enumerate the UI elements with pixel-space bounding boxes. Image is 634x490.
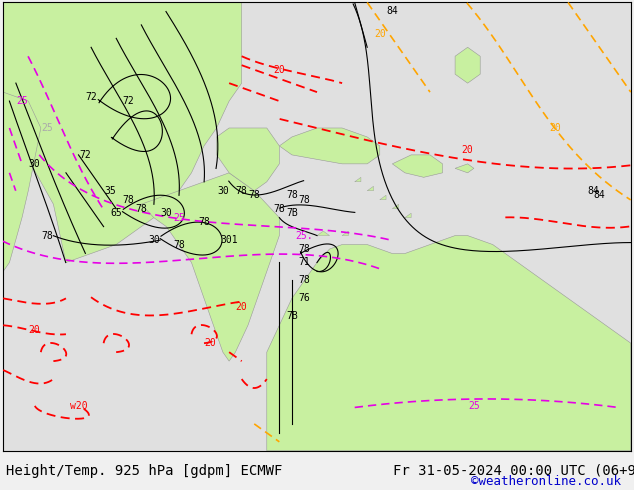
Polygon shape (367, 186, 373, 191)
Text: 78: 78 (299, 275, 310, 286)
Text: 72: 72 (79, 150, 91, 160)
Text: 20: 20 (550, 123, 561, 133)
Text: 30: 30 (160, 208, 172, 218)
Text: 25: 25 (41, 123, 53, 133)
Text: 72: 72 (85, 92, 97, 101)
Text: 20: 20 (204, 338, 216, 348)
Polygon shape (392, 155, 443, 177)
Polygon shape (455, 47, 480, 83)
Text: 20: 20 (29, 325, 41, 335)
Text: 71: 71 (299, 257, 310, 268)
Text: 7B: 7B (286, 311, 298, 321)
Text: 78: 78 (198, 217, 210, 227)
Text: 65: 65 (110, 208, 122, 218)
Polygon shape (455, 164, 474, 173)
Text: 84: 84 (587, 186, 599, 196)
Text: 30: 30 (217, 186, 229, 196)
Text: 7B: 7B (286, 208, 298, 218)
Text: 76: 76 (299, 294, 310, 303)
Text: 25: 25 (173, 213, 184, 222)
Polygon shape (217, 128, 280, 191)
Text: 78: 78 (286, 190, 298, 200)
Polygon shape (141, 173, 280, 361)
Text: 35: 35 (104, 186, 116, 196)
Polygon shape (317, 231, 330, 236)
Text: 25: 25 (468, 401, 480, 411)
Text: 20: 20 (273, 65, 285, 74)
Polygon shape (342, 231, 349, 236)
Text: 84: 84 (387, 6, 398, 17)
Text: Fr 31-05-2024 00:00 UTC (06+90): Fr 31-05-2024 00:00 UTC (06+90) (393, 464, 634, 478)
Text: 301: 301 (221, 235, 238, 245)
Polygon shape (267, 236, 631, 451)
Text: 20: 20 (236, 302, 247, 312)
Text: 30: 30 (148, 235, 160, 245)
Text: w20: w20 (70, 401, 87, 411)
Polygon shape (380, 195, 386, 200)
Text: 78: 78 (41, 231, 53, 241)
Polygon shape (405, 213, 411, 218)
Text: 25: 25 (16, 96, 28, 106)
Text: 78: 78 (136, 204, 147, 214)
Polygon shape (392, 204, 399, 209)
Text: 20: 20 (374, 29, 385, 39)
Text: 78: 78 (299, 244, 310, 254)
Text: ©weatheronline.co.uk: ©weatheronline.co.uk (471, 474, 621, 488)
Text: 84: 84 (593, 190, 605, 200)
Polygon shape (3, 92, 41, 271)
Text: 78: 78 (173, 240, 184, 249)
Text: 78: 78 (273, 204, 285, 214)
Text: 25.: 25. (295, 231, 313, 241)
Polygon shape (354, 177, 361, 182)
Text: 78: 78 (123, 195, 134, 205)
Text: 78: 78 (236, 186, 247, 196)
Polygon shape (280, 128, 380, 164)
Text: 30: 30 (29, 159, 41, 169)
Polygon shape (3, 2, 242, 263)
Text: 20: 20 (462, 146, 474, 155)
Text: 78: 78 (299, 195, 310, 205)
Text: 72: 72 (123, 96, 134, 106)
Text: Height/Temp. 925 hPa [gdpm] ECMWF: Height/Temp. 925 hPa [gdpm] ECMWF (6, 464, 283, 478)
Text: 78: 78 (249, 190, 260, 200)
